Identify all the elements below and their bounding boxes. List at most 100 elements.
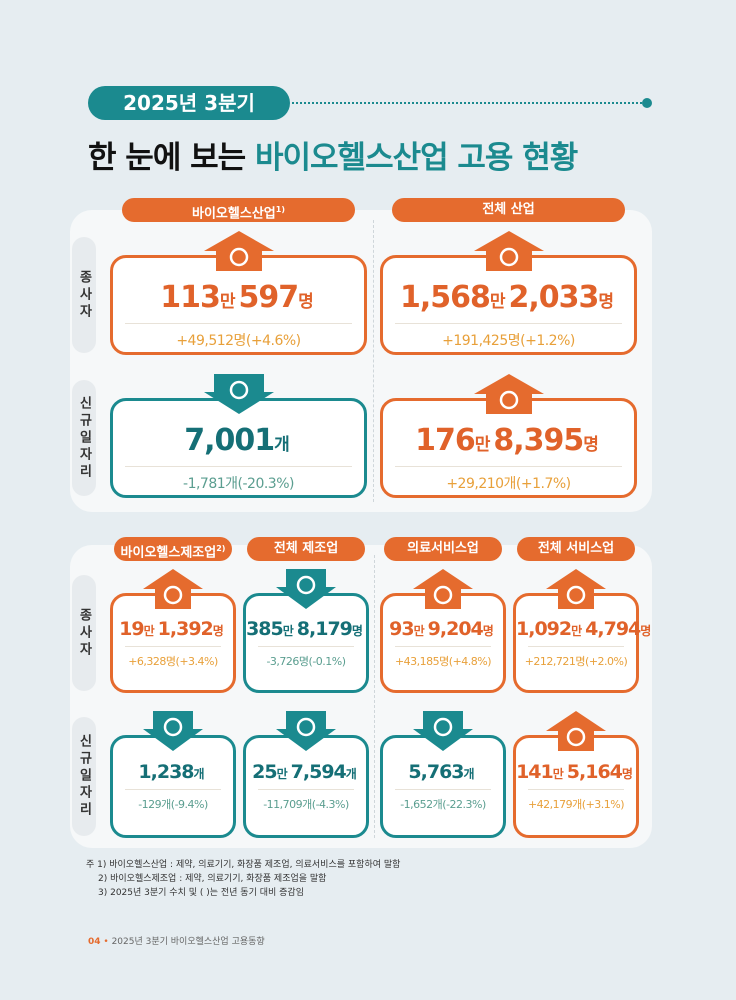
- stat-card: 176만 8,395명 +29,210개(+1.7%): [380, 398, 637, 498]
- stat-change: +191,425명(+1.2%): [442, 333, 575, 349]
- value-number: 7,594: [290, 760, 347, 783]
- page-title: 한 눈에 보는 바이오헬스산업 고용 현황: [88, 132, 578, 177]
- footnote: 2) 바이오헬스제조업 : 제약, 의료기기, 화장품 제조업을 말함: [98, 874, 327, 884]
- stat-card: 5,763개 -1,652개(-22.3%): [380, 735, 506, 838]
- card-separator: [395, 788, 491, 790]
- stat-change: -3,726명(-0.1%): [266, 655, 346, 668]
- value-number: 1,238: [138, 760, 194, 783]
- card-icon: [143, 569, 203, 609]
- stat-change: +42,179개(+3.1%): [527, 797, 625, 811]
- value-number: 9,204: [427, 618, 484, 640]
- card-separator: [528, 646, 624, 647]
- header-title: 바이오헬스산업: [192, 206, 276, 222]
- stat-change: -129개(-9.4%): [138, 797, 208, 811]
- card-icon: [276, 711, 336, 751]
- stat-value: 141만 5,164명: [516, 761, 636, 783]
- value-unit: 만: [489, 292, 506, 312]
- stat-value: 5,763개: [383, 761, 503, 783]
- value-number: 7,001: [184, 423, 275, 458]
- value-unit: 명: [351, 624, 363, 638]
- value-number: 1,568: [399, 280, 491, 315]
- value-number: 176: [415, 423, 476, 458]
- card-icon: [413, 569, 473, 609]
- stat-change: -1,652개(-22.3%): [400, 797, 486, 811]
- card-separator: [395, 646, 491, 647]
- value-unit: 만: [282, 624, 294, 638]
- stat-card: 141만 5,164명 +42,179개(+3.1%): [513, 735, 639, 838]
- card-icon: [143, 711, 203, 751]
- value-number: 5,763: [408, 760, 464, 783]
- column-header: 전체 제조업: [247, 537, 365, 561]
- footnote: 주 1) 바이오헬스산업 : 제약, 의료기기, 화장품 제조업, 의료서비스를…: [86, 860, 401, 870]
- value-unit: 명: [482, 624, 494, 638]
- page-number: 04: [88, 937, 101, 947]
- stat-value: 7,001개: [113, 423, 364, 458]
- value-number: 597: [238, 280, 300, 315]
- stat-change: -11,709개(-4.3%): [263, 797, 349, 811]
- card-icon: [276, 569, 336, 609]
- footer-text: 2025년 3분기 바이오헬스산업 고용동향: [111, 937, 265, 947]
- row-label: 신규일자리: [72, 380, 96, 496]
- value-unit: 명: [583, 435, 599, 455]
- stat-value: 176만 8,395명: [383, 423, 634, 458]
- value-unit: 개: [193, 766, 205, 781]
- value-number: 93: [389, 618, 414, 640]
- stat-value: 1,092만 4,794명: [516, 618, 651, 640]
- card-separator: [395, 466, 622, 467]
- header-title: 바이오헬스제조업: [120, 545, 217, 561]
- value-unit: 개: [345, 766, 357, 781]
- rule-dot: [642, 98, 652, 108]
- card-icon: [203, 374, 274, 414]
- header-note: 2): [216, 544, 226, 553]
- value-number: 1,092: [516, 618, 572, 640]
- value-unit: 만: [143, 624, 155, 638]
- value-number: 4,794: [585, 618, 641, 640]
- value-unit: 명: [298, 292, 314, 312]
- title-highlight: 바이오헬스산업 고용 현황: [254, 140, 578, 176]
- header-title: 의료서비스업: [407, 541, 479, 556]
- stat-card: 113만 597명 +49,512명(+4.6%): [110, 255, 367, 355]
- header-title: 전체 서비스업: [537, 541, 615, 556]
- row-label: 종사자: [72, 237, 96, 353]
- footnote: 3) 2025년 3분기 수치 및 ( )는 전년 동기 대비 증감임: [98, 888, 304, 898]
- stat-card: 385만 8,179명 -3,726명(-0.1%): [243, 593, 369, 693]
- dotted-rule: [292, 102, 642, 104]
- header-title: 전체 산업: [482, 202, 535, 217]
- stat-value: 113만 597명: [113, 280, 364, 315]
- stat-card: 93만 9,204명 +43,185명(+4.8%): [380, 593, 506, 693]
- stat-value: 25만 7,594개: [246, 761, 366, 783]
- value-unit: 만: [413, 624, 425, 638]
- stat-value: 1,238개: [113, 761, 233, 783]
- card-separator: [395, 323, 622, 324]
- card-separator: [125, 466, 352, 467]
- stat-change: -1,781개(-20.3%): [183, 476, 294, 492]
- column-header: 바이오헬스산업1): [122, 198, 355, 222]
- value-number: 25: [252, 760, 277, 783]
- page-footer: 04 • 2025년 3분기 바이오헬스산업 고용동향: [88, 934, 265, 947]
- value-number: 2,033: [508, 280, 600, 315]
- card-icon: [413, 711, 473, 751]
- value-unit: 명: [621, 766, 633, 781]
- card-icon: [203, 231, 274, 271]
- value-number: 385: [246, 618, 284, 640]
- stat-card: 25만 7,594개 -11,709개(-4.3%): [243, 735, 369, 838]
- card-separator: [528, 788, 624, 790]
- value-unit: 개: [274, 435, 290, 455]
- card-separator: [258, 646, 354, 647]
- divider: [373, 220, 374, 502]
- divider: [374, 555, 375, 838]
- stat-change: +6,328명(+3.4%): [128, 655, 218, 668]
- column-header: 전체 서비스업: [517, 537, 635, 561]
- period-badge: 2025년 3분기: [88, 86, 290, 120]
- stat-change: +212,721명(+2.0%): [524, 655, 628, 668]
- value-number: 141: [516, 760, 554, 783]
- row-label: 신규일자리: [72, 717, 96, 836]
- card-separator: [125, 788, 221, 790]
- value-unit: 만: [474, 435, 491, 455]
- card-separator: [258, 788, 354, 790]
- card-icon: [546, 569, 606, 609]
- header-note: 1): [275, 205, 285, 214]
- bullet: •: [100, 937, 112, 947]
- header-title: 전체 제조업: [273, 541, 339, 556]
